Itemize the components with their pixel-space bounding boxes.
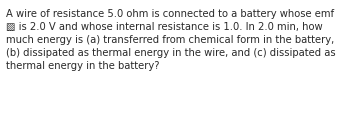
Text: A wire of resistance 5.0 ohm is connected to a battery whose emf
▨ is 2.0 V and : A wire of resistance 5.0 ohm is connecte… [6,9,336,71]
